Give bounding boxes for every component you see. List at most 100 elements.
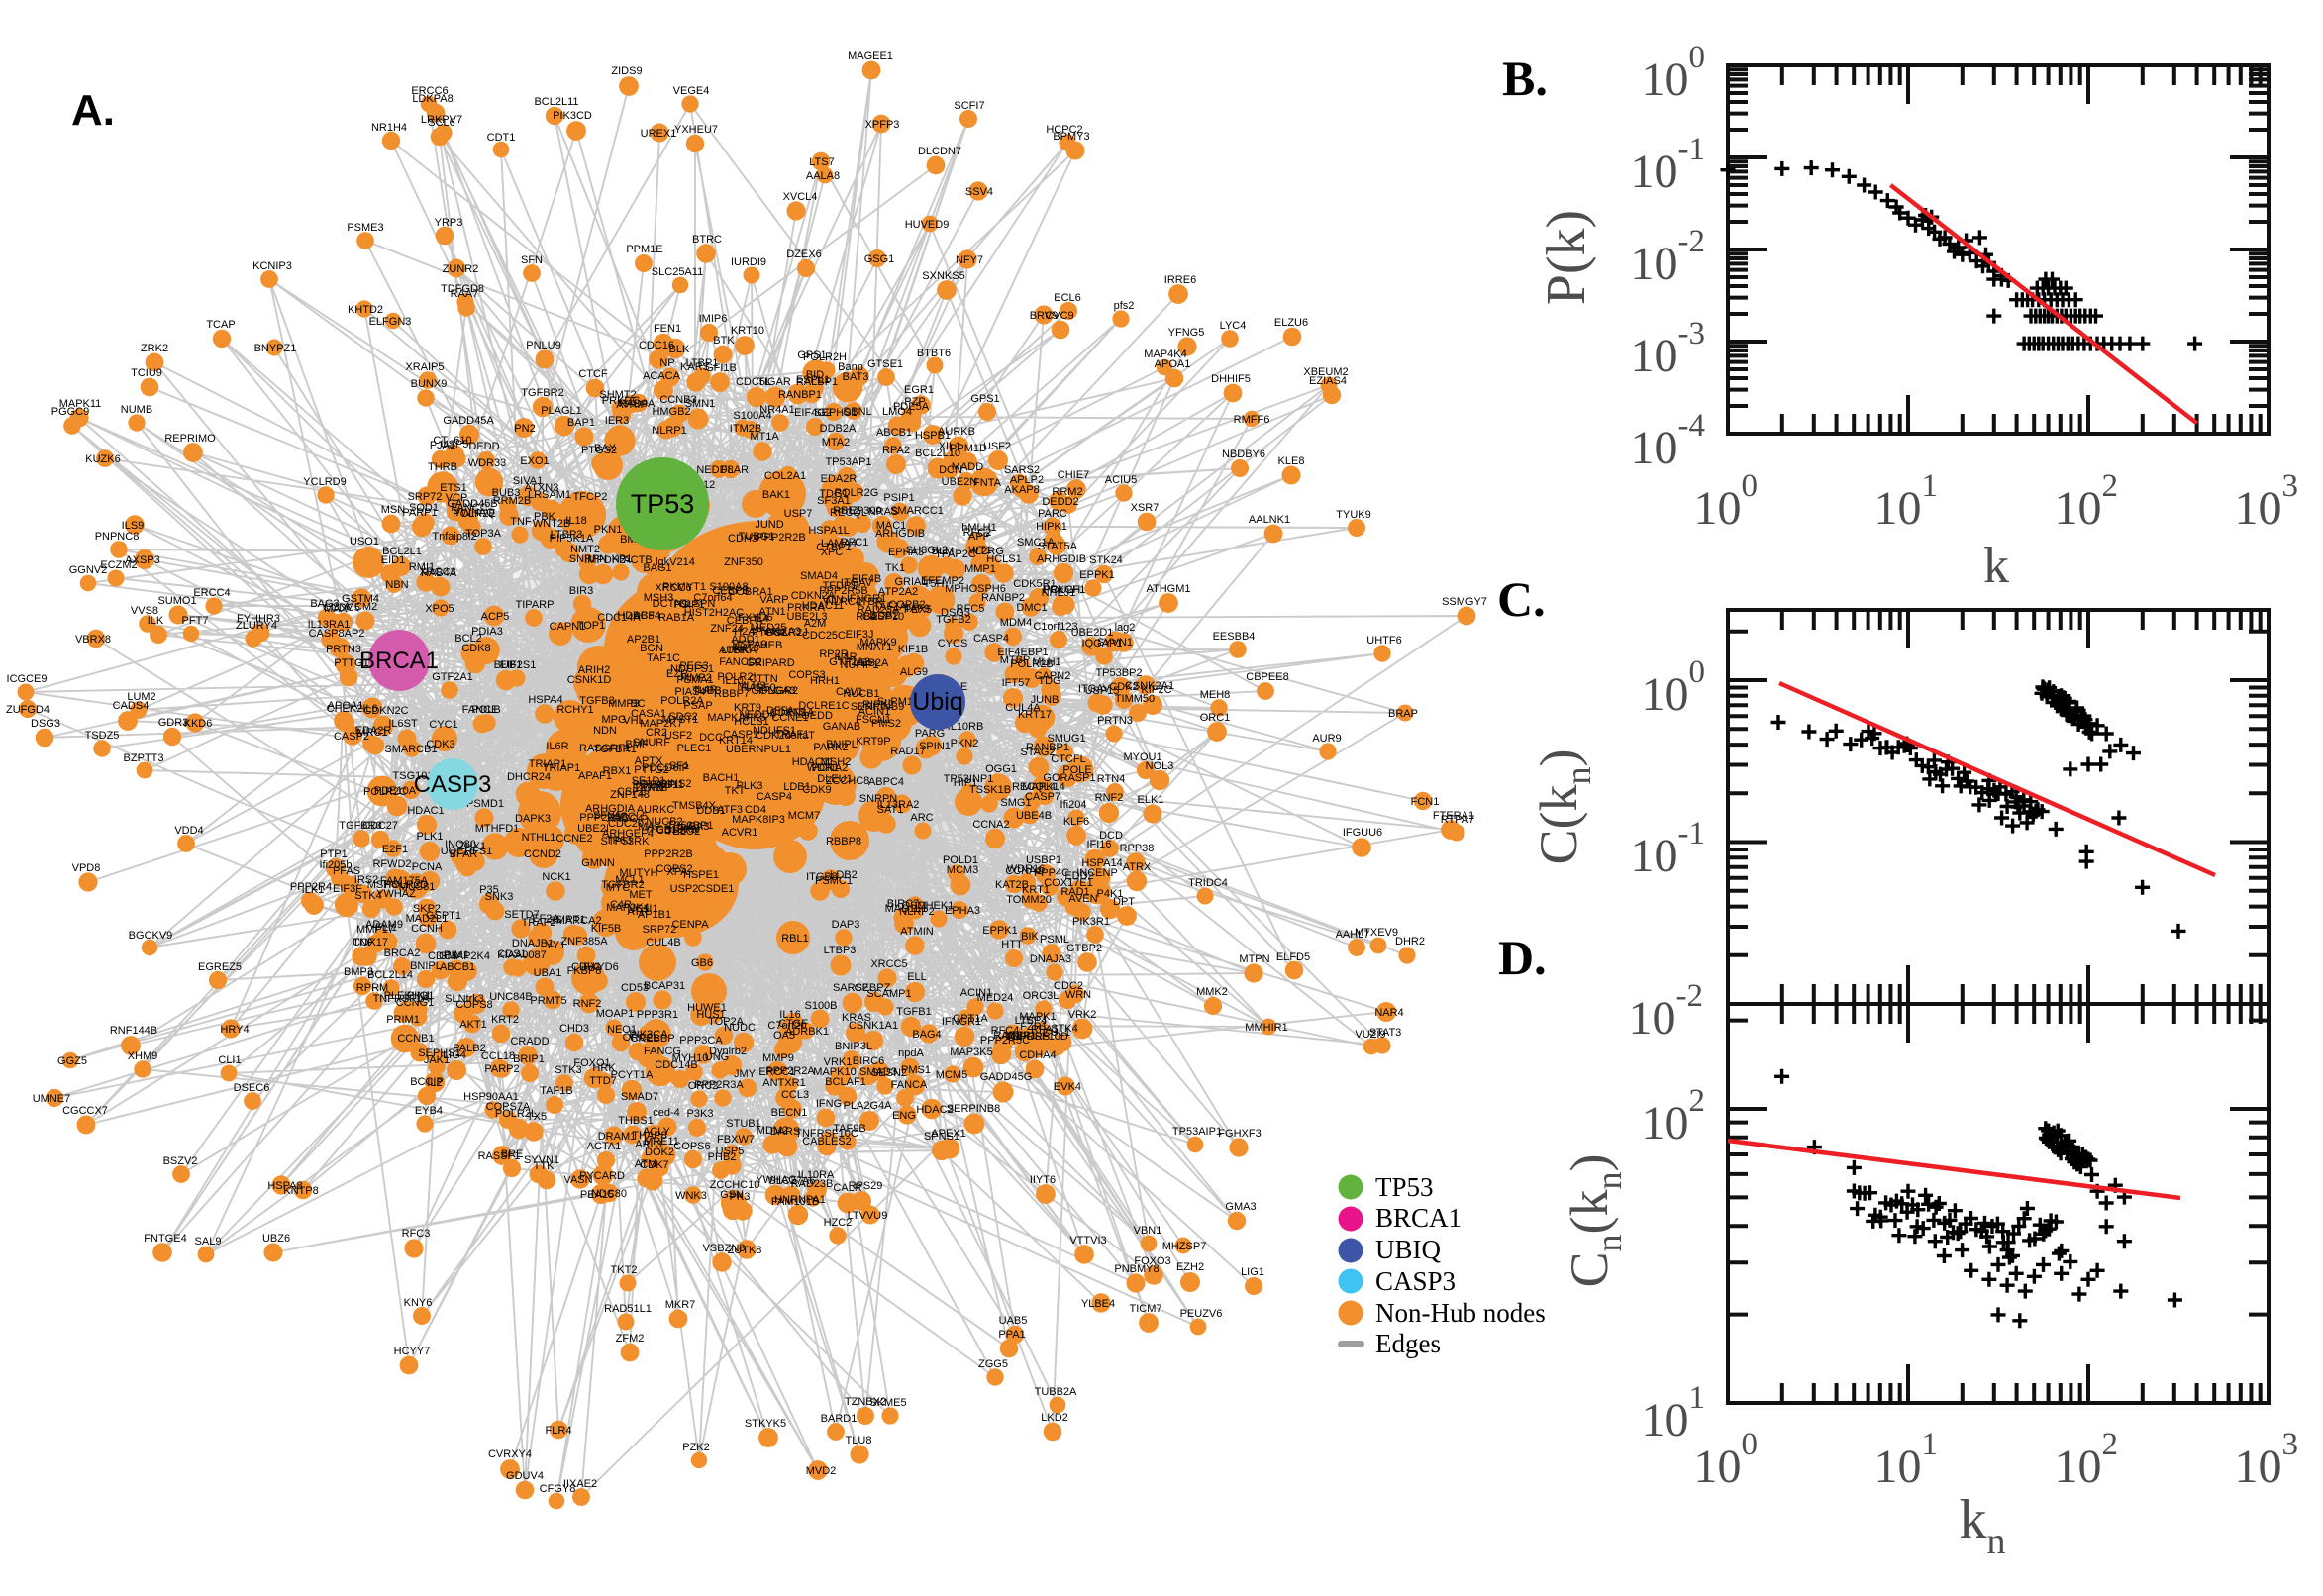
- svg-text:LTBP3: LTBP3: [824, 945, 857, 956]
- svg-text:STK24: STK24: [1089, 554, 1123, 566]
- svg-text:CTBP1: CTBP1: [816, 542, 851, 553]
- svg-text:MSN: MSN: [381, 504, 406, 516]
- svg-text:CCNA2: CCNA2: [972, 819, 1009, 831]
- svg-text:SESN2: SESN2: [871, 1067, 907, 1079]
- svg-text:DSG3: DSG3: [941, 607, 970, 619]
- svg-text:TK1: TK1: [885, 562, 905, 574]
- svg-text:BUB3: BUB3: [492, 487, 521, 499]
- svg-text:DHCR24: DHCR24: [507, 771, 551, 783]
- svg-text:IFGUU6: IFGUU6: [1343, 827, 1382, 839]
- svg-text:WNT2B: WNT2B: [533, 518, 571, 530]
- svg-text:AP2B1: AP2B1: [627, 634, 660, 646]
- svg-text:BCL2L10: BCL2L10: [915, 448, 960, 459]
- svg-text:CALR: CALR: [833, 1182, 861, 1194]
- svg-text:GMAP2K4: GMAP2K4: [439, 950, 490, 962]
- svg-text:BACH1: BACH1: [703, 772, 740, 784]
- svg-text:GB6: GB6: [691, 957, 713, 969]
- svg-text:CCND2: CCND2: [524, 848, 561, 860]
- svg-text:MT1A: MT1A: [750, 431, 779, 443]
- svg-text:RAD17: RAD17: [890, 746, 925, 757]
- svg-text:COPS7A: COPS7A: [486, 1101, 531, 1113]
- svg-text:HUVED9: HUVED9: [905, 219, 950, 231]
- svg-text:TIMM50: TIMM50: [1115, 693, 1155, 705]
- svg-text:VCP: VCP: [446, 492, 468, 504]
- svg-text:USP7: USP7: [784, 508, 813, 520]
- svg-text:CEBPB: CEBPB: [712, 585, 749, 597]
- svg-text:THBS1: THBS1: [618, 1115, 653, 1127]
- svg-text:AALNK1: AALNK1: [1249, 514, 1290, 526]
- svg-text:TCAP: TCAP: [206, 319, 235, 331]
- svg-text:BUNX9: BUNX9: [411, 378, 448, 390]
- svg-text:ARL3: ARL3: [635, 1139, 662, 1150]
- svg-text:MED24: MED24: [977, 992, 1014, 1004]
- svg-text:MTBP: MTBP: [1000, 654, 1031, 666]
- svg-text:Edges: Edges: [1375, 1329, 1441, 1358]
- svg-text:HDAC1: HDAC1: [407, 805, 444, 817]
- svg-text:TUBB2A: TUBB2A: [847, 657, 889, 669]
- svg-text:KCNIP3: KCNIP3: [252, 260, 292, 272]
- svg-text:SPNS1: SPNS1: [924, 1131, 960, 1143]
- svg-text:E2F1: E2F1: [382, 844, 408, 855]
- svg-text:MNAT1: MNAT1: [857, 642, 892, 653]
- svg-text:SOD1: SOD1: [409, 502, 439, 514]
- svg-text:LTS7: LTS7: [809, 156, 834, 168]
- svg-text:BRCA1: BRCA1: [359, 648, 439, 674]
- svg-text:PPP3CA: PPP3CA: [679, 1035, 723, 1047]
- svg-text:MAPK10: MAPK10: [813, 1066, 856, 1078]
- svg-text:DDB1: DDB1: [696, 805, 725, 817]
- svg-text:PLAGL1: PLAGL1: [541, 405, 582, 417]
- svg-text:RTPA7: RTPA7: [1441, 814, 1474, 826]
- svg-text:POLR2C: POLR2C: [363, 786, 407, 798]
- svg-text:Dynlrb2: Dynlrb2: [709, 1046, 747, 1057]
- svg-text:TGFBR1: TGFBR1: [593, 744, 636, 755]
- svg-text:CASP8AP2: CASP8AP2: [309, 628, 365, 640]
- svg-text:WDR33: WDR33: [468, 457, 507, 469]
- svg-text:ADAM9: ADAM9: [365, 919, 403, 931]
- svg-text:NTHL1: NTHL1: [522, 832, 556, 844]
- svg-text:TSDZ5: TSDZ5: [85, 730, 120, 742]
- svg-text:PNLU9: PNLU9: [526, 340, 560, 351]
- svg-text:CDC5L: CDC5L: [736, 376, 771, 388]
- svg-text:AVEN: AVEN: [1068, 893, 1097, 905]
- svg-text:NUMB: NUMB: [121, 404, 152, 416]
- svg-text:CHD3: CHD3: [559, 1023, 589, 1035]
- svg-text:SRP72: SRP72: [408, 491, 443, 503]
- svg-text:COBRA1: COBRA1: [728, 586, 772, 598]
- svg-text:PARG: PARG: [915, 728, 945, 740]
- svg-text:MAPK1: MAPK1: [1019, 1011, 1056, 1023]
- svg-text:VHL: VHL: [623, 715, 644, 727]
- svg-text:GADD45G: GADD45G: [980, 1071, 1033, 1083]
- svg-text:CDC6: CDC6: [428, 950, 457, 962]
- svg-text:RCHY1: RCHY1: [556, 704, 593, 716]
- svg-text:CDKN1A: CDKN1A: [770, 707, 815, 719]
- svg-text:COPS8: COPS8: [455, 999, 492, 1011]
- svg-text:ZGG5: ZGG5: [978, 1358, 1008, 1370]
- svg-text:IL4R: IL4R: [694, 684, 717, 696]
- svg-text:CASP10: CASP10: [862, 611, 904, 623]
- svg-text:CCL18: CCL18: [481, 1050, 515, 1062]
- svg-text:THRB: THRB: [428, 461, 457, 473]
- svg-text:TKT2: TKT2: [611, 1264, 638, 1276]
- svg-text:CFGY8: CFGY8: [540, 1483, 576, 1495]
- svg-text:MMP2: MMP2: [680, 672, 712, 684]
- svg-text:NDUFS1: NDUFS1: [670, 663, 714, 675]
- svg-text:LDKPA8: LDKPA8: [412, 93, 453, 105]
- svg-text:DMC1: DMC1: [1016, 602, 1047, 614]
- svg-text:POLB: POLB: [471, 704, 500, 716]
- svg-text:NP: NP: [659, 357, 674, 369]
- svg-text:HCYY7: HCYY7: [394, 1346, 431, 1357]
- svg-text:FOXO1: FOXO1: [573, 1057, 610, 1069]
- svg-text:SRP72: SRP72: [643, 924, 677, 936]
- svg-text:CASP1: CASP1: [723, 729, 758, 741]
- svg-text:MCM5: MCM5: [936, 1069, 967, 1081]
- svg-text:RNF144B: RNF144B: [110, 1025, 157, 1037]
- svg-text:SCAMP1: SCAMP1: [866, 988, 911, 1000]
- svg-text:RANBP2: RANBP2: [981, 592, 1025, 604]
- svg-text:OSM: OSM: [901, 900, 926, 912]
- svg-text:ACIN1: ACIN1: [960, 987, 992, 999]
- svg-text:SFN: SFN: [521, 254, 543, 266]
- svg-text:A.: A.: [71, 86, 115, 135]
- svg-text:HSP90AA1: HSP90AA1: [463, 1091, 519, 1103]
- svg-text:CDC14B: CDC14B: [655, 1059, 697, 1071]
- svg-text:PZP: PZP: [904, 396, 925, 408]
